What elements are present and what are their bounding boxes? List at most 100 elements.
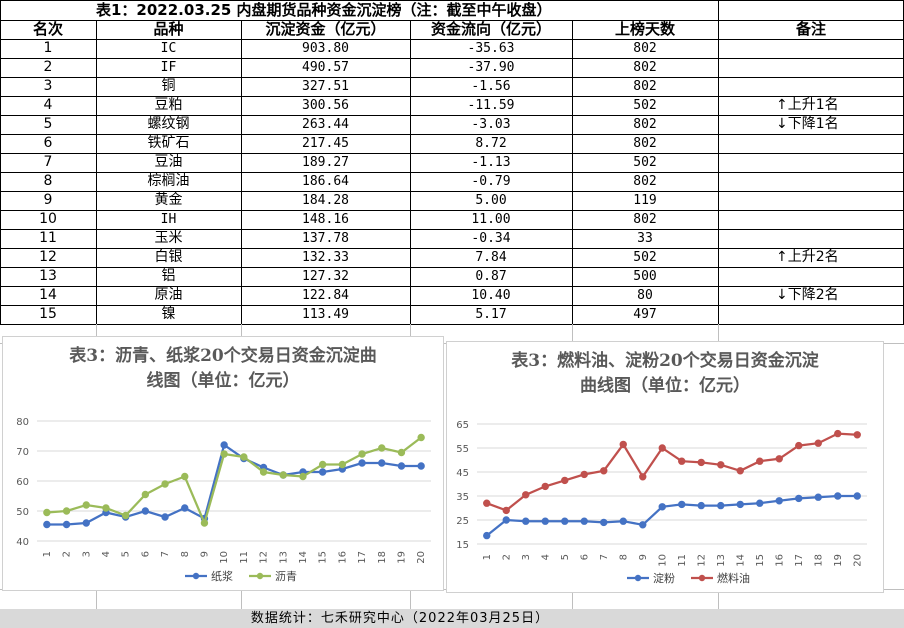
data-point xyxy=(756,457,764,465)
cell-name: IF xyxy=(160,60,177,75)
cell-rank: 14 xyxy=(39,287,57,303)
grid-line xyxy=(0,210,904,211)
footer-source: 数据统计：七禾研究中心（2022年03月25日） xyxy=(250,611,550,626)
data-point xyxy=(338,460,347,469)
x-tick-label: 5 xyxy=(560,554,571,560)
cell-amount: 327.51 xyxy=(302,79,349,94)
x-tick-label: 13 xyxy=(716,554,727,567)
data-point xyxy=(502,516,510,524)
cell-flow: 5.00 xyxy=(475,193,507,208)
footer-bar: 数据统计：七禾研究中心（2022年03月25日） xyxy=(0,609,904,628)
x-tick-label: 15 xyxy=(755,554,766,567)
x-tick-label: 7 xyxy=(160,551,171,557)
cell-rank: 9 xyxy=(43,192,53,208)
table-title: 表1：2022.03.25 内盘期货品种资金沉淀榜（注：截至中午收盘） xyxy=(96,1,552,19)
data-point xyxy=(541,482,549,491)
data-point xyxy=(181,504,189,512)
cell-name: 铝 xyxy=(161,268,176,284)
data-point xyxy=(62,507,71,515)
column-header: 沉淀资金（亿元） xyxy=(265,20,386,38)
x-tick-label: 11 xyxy=(677,554,688,567)
cell-rank: 3 xyxy=(43,78,53,94)
data-point xyxy=(358,459,366,467)
data-point xyxy=(522,491,530,499)
grid-line xyxy=(0,153,904,154)
grid-line xyxy=(0,191,904,192)
column-header: 资金流向（亿元） xyxy=(430,20,551,38)
x-tick-label: 16 xyxy=(337,551,348,564)
x-tick-label: 6 xyxy=(579,554,590,560)
legend-label: 燃料油 xyxy=(717,571,750,585)
data-point xyxy=(483,499,491,507)
x-tick-label: 5 xyxy=(121,551,132,557)
cell-flow: -35.63 xyxy=(467,41,515,56)
grid-line xyxy=(241,20,242,324)
grid-line xyxy=(0,305,904,306)
data-point xyxy=(619,517,627,525)
x-tick-label: 1 xyxy=(42,551,53,557)
x-tick-label: 4 xyxy=(101,551,112,557)
cell-note: ↓下降2名 xyxy=(776,287,839,303)
cell-flow: 11.00 xyxy=(471,212,511,227)
grid-line xyxy=(0,58,904,59)
grid-line xyxy=(0,229,904,230)
data-point xyxy=(240,453,248,461)
x-tick-label: 17 xyxy=(794,554,805,567)
cell-days: 802 xyxy=(633,174,657,189)
cell-name: IC xyxy=(160,41,177,56)
x-tick-label: 10 xyxy=(219,551,230,564)
chart-title-line1: 表3：沥青、纸浆20个交易日资金沉淀曲 xyxy=(69,346,377,366)
column-header: 上榜天数 xyxy=(614,20,675,38)
data-point xyxy=(834,429,842,438)
cell-amount: 113.49 xyxy=(302,307,349,322)
data-point xyxy=(82,501,90,509)
cell-amount: 148.16 xyxy=(302,212,349,227)
data-point xyxy=(853,492,861,500)
legend-marker xyxy=(192,572,200,580)
x-tick-label: 1 xyxy=(482,554,493,560)
data-point xyxy=(417,462,425,470)
data-point xyxy=(678,500,686,509)
grid-line xyxy=(0,286,904,287)
data-point xyxy=(561,517,569,525)
data-point xyxy=(736,500,744,509)
x-tick-label: 20 xyxy=(416,551,427,564)
cell-amount: 189.27 xyxy=(302,155,349,170)
legend-label: 纸浆 xyxy=(211,569,233,583)
data-point xyxy=(639,473,647,481)
data-point xyxy=(82,519,90,527)
data-point xyxy=(318,460,327,469)
grid-line xyxy=(0,248,904,249)
data-point xyxy=(181,472,189,481)
data-point xyxy=(102,504,110,512)
data-point xyxy=(141,490,150,499)
data-point xyxy=(397,462,406,470)
cell-days: 502 xyxy=(633,98,657,113)
x-tick-label: 14 xyxy=(298,551,309,564)
cell-note: ↑上升1名 xyxy=(776,97,839,113)
data-point xyxy=(522,517,530,525)
cell-amount: 127.32 xyxy=(302,269,349,284)
fueloil-starch-chart: 表3：燃料油、淀粉20个交易日资金沉淀 曲线图（单位：亿元） 15 25 35 45 5… xyxy=(446,341,884,593)
data-point xyxy=(756,499,764,507)
data-point xyxy=(358,450,366,458)
x-tick-label: 15 xyxy=(318,551,329,564)
x-tick-label: 12 xyxy=(259,551,270,564)
cell-flow: -1.13 xyxy=(471,155,511,170)
cell-rank: 12 xyxy=(39,249,57,265)
grid-line xyxy=(0,267,904,268)
cell-flow: 5.17 xyxy=(475,307,507,322)
grid-line xyxy=(0,134,904,135)
data-point xyxy=(736,467,744,475)
cell-days: 802 xyxy=(633,79,657,94)
cell-rank: 7 xyxy=(43,154,53,170)
grid-line xyxy=(0,77,904,78)
cell-amount: 137.78 xyxy=(302,231,349,246)
data-point xyxy=(834,492,842,500)
legend-marker xyxy=(634,574,642,582)
asphalt-pulp-chart: 表3：沥青、纸浆20个交易日资金沉淀曲 线图（单位：亿元） 40 50 60 70 80… xyxy=(2,336,444,591)
legend-marker xyxy=(698,574,706,582)
cell-flow: -0.79 xyxy=(471,174,511,189)
data-point xyxy=(43,520,51,529)
